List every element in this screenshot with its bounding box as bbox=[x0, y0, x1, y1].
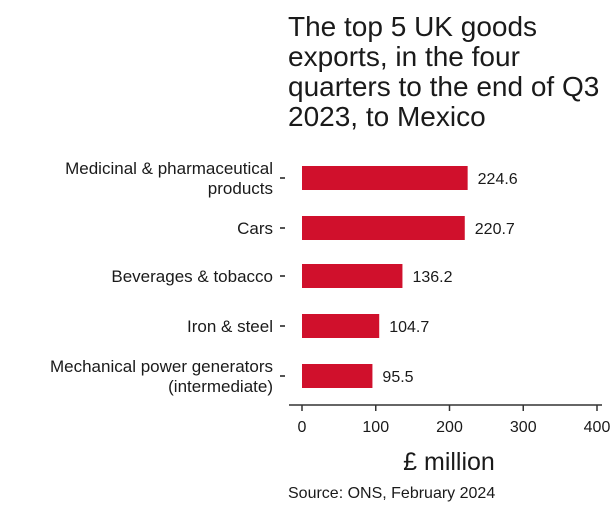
x-axis-title: £ million bbox=[403, 448, 495, 476]
x-tick-label: 400 bbox=[584, 419, 611, 436]
x-tick-label: 0 bbox=[298, 419, 307, 436]
x-tick-label: 300 bbox=[510, 419, 537, 436]
bar bbox=[302, 364, 373, 388]
chart-title-line: exports, in the four bbox=[288, 41, 520, 72]
bar bbox=[302, 216, 465, 240]
category-label: Medicinal & pharmaceutical bbox=[65, 159, 273, 178]
chart-title-line: 2023, to Mexico bbox=[288, 101, 486, 132]
category-label: products bbox=[208, 179, 273, 198]
category-label: Mechanical power generators bbox=[50, 357, 273, 376]
x-tick-label: 100 bbox=[362, 419, 389, 436]
value-label: 136.2 bbox=[412, 269, 452, 286]
category-label: (intermediate) bbox=[168, 377, 273, 396]
value-labels: 224.6 220.7 136.2 104.7 95.5 bbox=[382, 171, 517, 386]
value-label: 224.6 bbox=[478, 171, 518, 188]
value-label: 104.7 bbox=[389, 319, 429, 336]
chart-title-line: quarters to the end of Q3 bbox=[288, 71, 599, 102]
x-axis: 0 100 200 300 400 bbox=[289, 404, 611, 436]
x-tick-label: 200 bbox=[436, 419, 463, 436]
value-label: 220.7 bbox=[475, 221, 515, 238]
source-note: Source: ONS, February 2024 bbox=[288, 485, 495, 502]
category-label: Iron & steel bbox=[187, 317, 273, 336]
chart-title-line: The top 5 UK goods bbox=[288, 11, 537, 42]
value-label: 95.5 bbox=[382, 369, 413, 386]
bar bbox=[302, 166, 468, 190]
category-label: Beverages & tobacco bbox=[111, 267, 273, 286]
bars bbox=[302, 166, 468, 388]
category-label: Cars bbox=[237, 219, 273, 238]
bar bbox=[302, 314, 380, 338]
bar bbox=[302, 264, 403, 288]
